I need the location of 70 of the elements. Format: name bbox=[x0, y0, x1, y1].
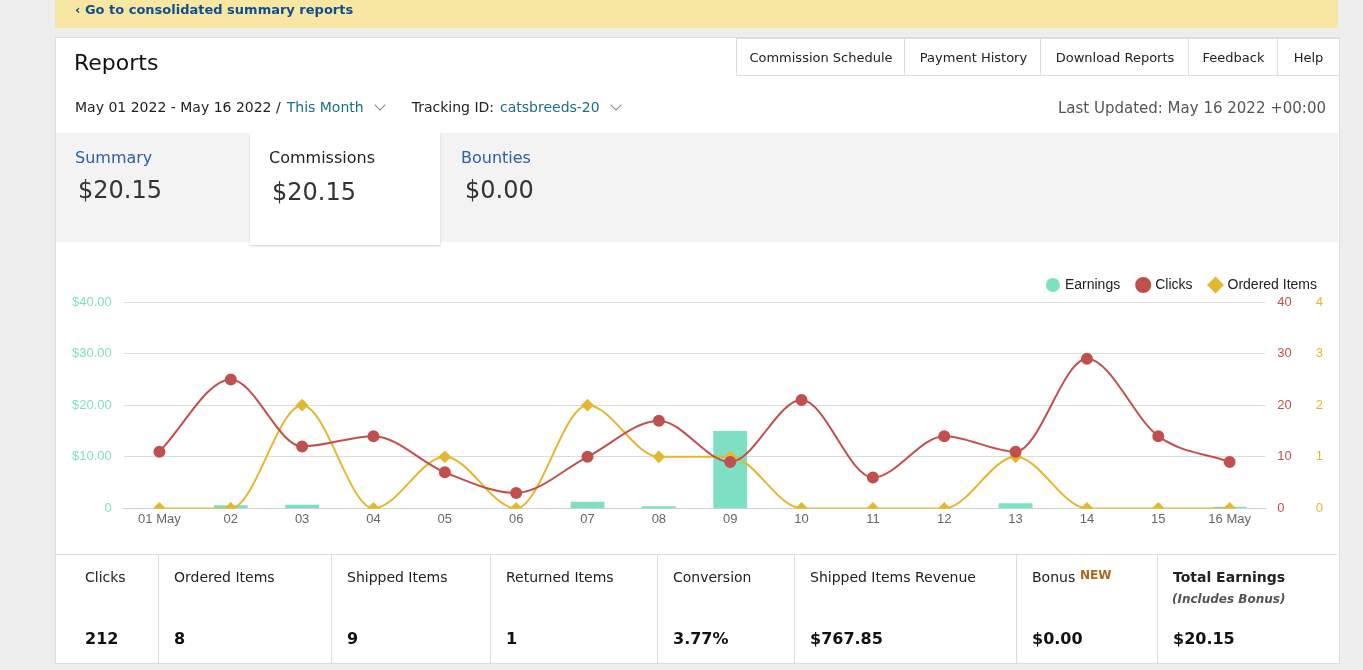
text: Summary bbox=[75, 148, 153, 167]
text: Tracking ID: bbox=[411, 99, 495, 115]
text: catsbreeds-20 bbox=[500, 99, 600, 115]
text: Commissions bbox=[269, 148, 375, 167]
text: This Month bbox=[286, 99, 364, 115]
x-tick-label: 10 bbox=[794, 510, 809, 526]
x-tick-label: 11 bbox=[866, 510, 880, 526]
text: Total Earnings bbox=[1173, 569, 1286, 585]
text: Help bbox=[1277, 38, 1340, 76]
y2-tick-label: 0 bbox=[1277, 499, 1285, 515]
text: NEW bbox=[1080, 568, 1112, 582]
text: $20.15 bbox=[78, 176, 162, 204]
text: Payment History bbox=[904, 38, 1043, 76]
y2-tick-label: 30 bbox=[1277, 345, 1292, 361]
text: Bonus bbox=[1032, 569, 1076, 585]
x-tick-label: 06 bbox=[508, 510, 524, 526]
text: Download Reports bbox=[1040, 38, 1190, 76]
x-tick-label: 02 bbox=[223, 510, 239, 526]
text: (Includes Bonus) bbox=[1172, 592, 1286, 606]
text: $20.15 bbox=[1173, 629, 1235, 648]
legend-label: Earnings bbox=[1064, 275, 1121, 292]
text: $767.85 bbox=[810, 629, 883, 648]
legend-label: Ordered Items bbox=[1227, 275, 1318, 292]
chart-title: Reports bbox=[74, 50, 159, 75]
text: 1 bbox=[506, 629, 518, 648]
y2-tick-label: 20 bbox=[1277, 396, 1292, 412]
text: Clicks bbox=[85, 569, 126, 585]
x-tick-label: 04 bbox=[366, 510, 381, 526]
text: 9 bbox=[347, 629, 359, 648]
text: 8 bbox=[174, 629, 186, 648]
y-tick-label: $10.00 bbox=[72, 448, 112, 464]
x-tick-label: 14 bbox=[1079, 510, 1095, 526]
y-tick-label: 0 bbox=[104, 499, 112, 515]
text: 212 bbox=[85, 629, 119, 648]
y3-tick-label: 2 bbox=[1315, 396, 1323, 412]
text: May 01 2022 - May 16 2022 / bbox=[75, 99, 281, 115]
text: Commission Schedule bbox=[736, 38, 906, 76]
text: $0.00 bbox=[1032, 629, 1083, 648]
x-tick-label: 16 May bbox=[1208, 510, 1252, 526]
y-tick-label: $30.00 bbox=[72, 345, 112, 361]
y-tick-label: $20.00 bbox=[72, 396, 112, 412]
y3-tick-label: 3 bbox=[1315, 345, 1323, 361]
y2-tick-label: 40 bbox=[1277, 293, 1292, 309]
text: $0.00 bbox=[465, 176, 534, 204]
y3-tick-label: 0 bbox=[1315, 499, 1323, 515]
text: 3.77% bbox=[673, 629, 729, 648]
x-tick-label: 08 bbox=[651, 510, 667, 526]
text: Feedback bbox=[1188, 38, 1279, 76]
x-tick-label: 07 bbox=[580, 510, 595, 526]
text: Shipped Items Revenue bbox=[810, 569, 976, 585]
x-tick-label: 01 May bbox=[138, 510, 182, 526]
x-tick-label: 05 bbox=[437, 510, 453, 526]
x-tick-label: 15 bbox=[1151, 510, 1166, 526]
text: Shipped Items bbox=[347, 569, 448, 585]
x-tick-label: 09 bbox=[722, 510, 738, 526]
text: Bounties bbox=[461, 148, 531, 167]
x-tick-label: 03 bbox=[294, 510, 310, 526]
text: Returned Items bbox=[506, 569, 614, 585]
text: ‹ Go to consolidated summary reports bbox=[75, 2, 354, 17]
y3-tick-label: 4 bbox=[1315, 293, 1323, 309]
text: Last Updated: May 16 2022 +00:00 bbox=[1057, 99, 1326, 117]
x-tick-label: 12 bbox=[937, 510, 952, 526]
text: $20.15 bbox=[272, 178, 356, 206]
text: Ordered Items bbox=[174, 569, 275, 585]
y3-tick-label: 1 bbox=[1315, 448, 1323, 464]
y2-tick-label: 10 bbox=[1277, 448, 1292, 464]
y-tick-label: $40.00 bbox=[72, 293, 112, 309]
legend-label: Clicks bbox=[1155, 275, 1193, 292]
x-tick-label: 13 bbox=[1008, 510, 1023, 526]
text: Conversion bbox=[673, 569, 752, 585]
